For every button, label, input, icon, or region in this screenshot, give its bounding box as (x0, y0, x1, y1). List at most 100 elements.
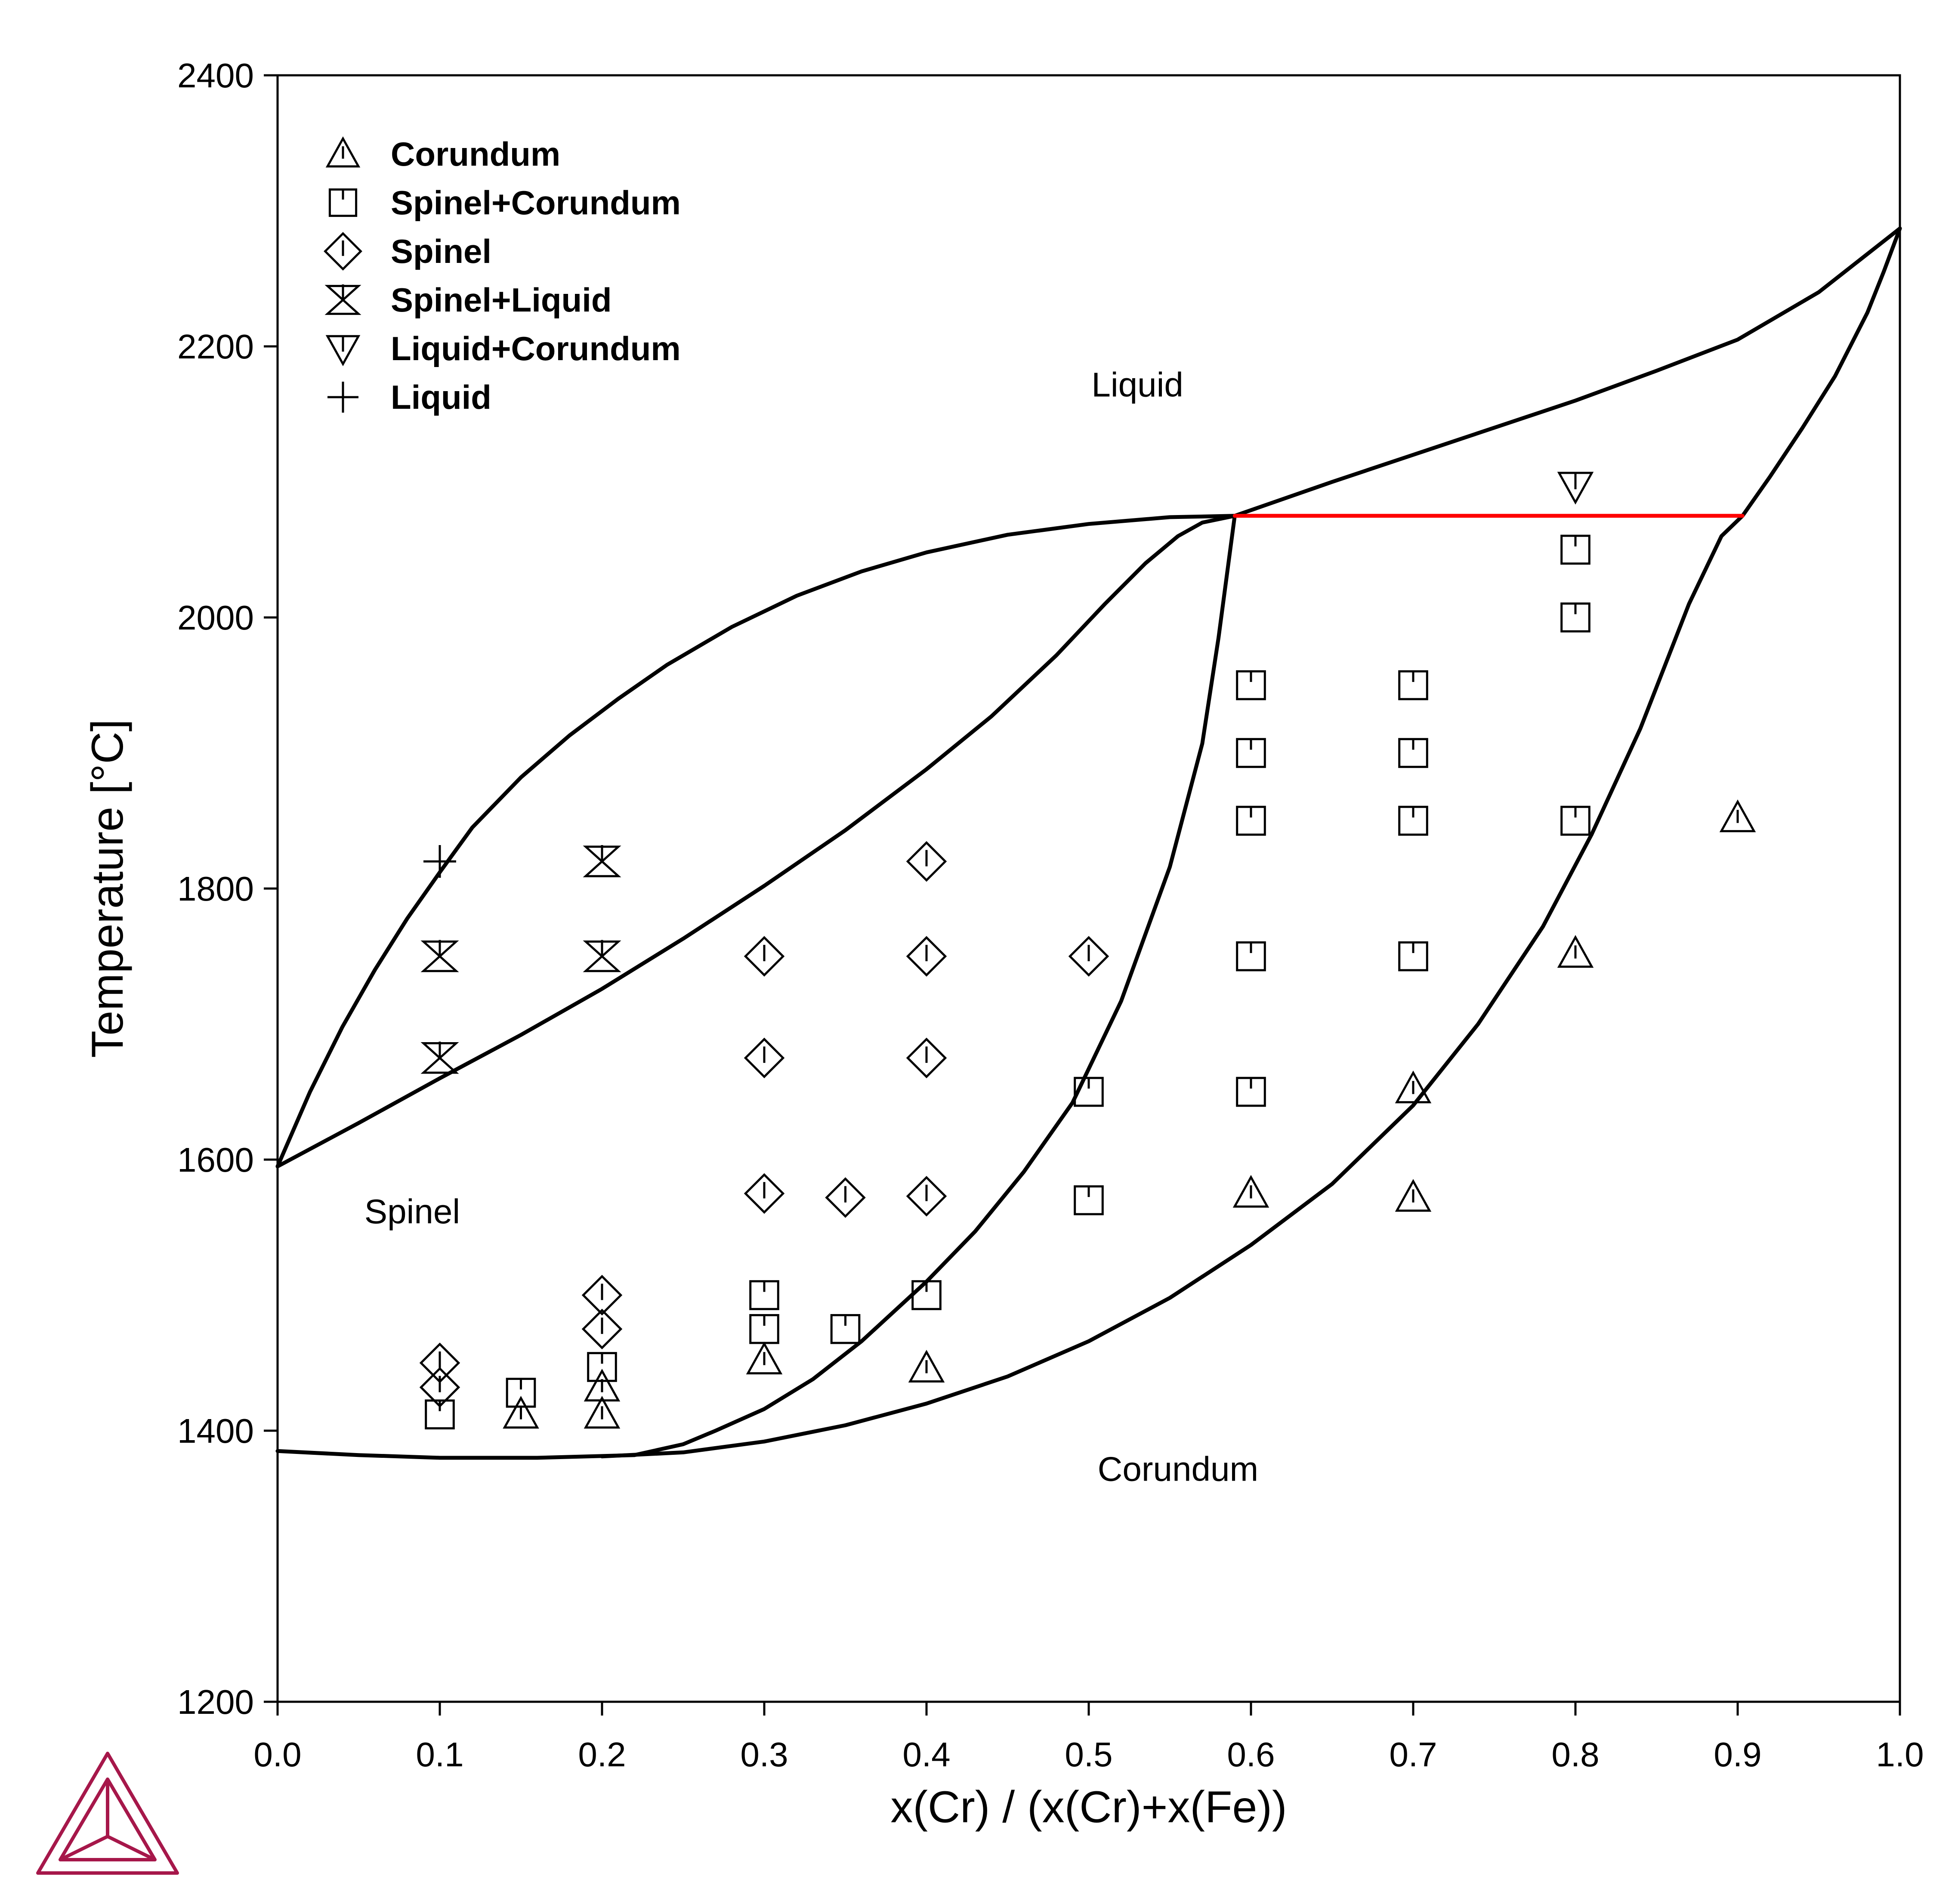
region-label: Spinel (364, 1192, 460, 1231)
marker-square (587, 1352, 617, 1382)
legend-item: Corundum (325, 135, 560, 173)
legend-label: Spinel+Corundum (391, 184, 681, 222)
curve-corundum-boundary (600, 514, 1745, 1459)
marker-square (506, 1378, 536, 1408)
legend-marker-triangle-down (325, 335, 361, 367)
x-tick-label: 0.0 (253, 1735, 301, 1774)
curve-solidus-spinel (275, 514, 1237, 1169)
marker-square (1074, 1077, 1104, 1107)
region-label: Corundum (1098, 1450, 1259, 1488)
logo-core-line (107, 1835, 156, 1861)
legend-item: Spinel (324, 232, 491, 271)
y-tick-label: 2000 (177, 599, 254, 637)
legend-marker-diamond (324, 232, 362, 271)
x-tick-label: 0.8 (1551, 1735, 1599, 1774)
marker-diamond (906, 1037, 947, 1078)
legend-label: Liquid+Corundum (391, 330, 681, 367)
marker-hourglass (583, 845, 621, 877)
region-labels: Liquid Spinel Corundum (364, 366, 1258, 1488)
legend-label: Liquid (391, 378, 491, 416)
legend-item: Spinel+Corundum (328, 184, 681, 222)
x-tick-label: 0.2 (578, 1735, 626, 1774)
marker-diamond (906, 841, 947, 882)
y-axis-label: Temperature [°C] (83, 719, 133, 1058)
legend-label: Spinel+Liquid (391, 281, 612, 319)
marker-square (1398, 805, 1428, 836)
marker-diamond (744, 1037, 785, 1078)
marker-square (1236, 805, 1266, 836)
marker-triangle-up (503, 1396, 539, 1429)
legend-item: Liquid+Corundum (325, 330, 681, 367)
legend-label: Corundum (391, 135, 560, 173)
legend-label: Spinel (391, 232, 491, 270)
x-tick-label: 0.7 (1389, 1735, 1437, 1774)
x-tick-label: 0.9 (1714, 1735, 1761, 1774)
curve-spinel-boundary (275, 514, 1237, 1460)
legend-marker-plus (327, 382, 358, 413)
legend-marker-hourglass (324, 284, 361, 315)
marker-square (749, 1314, 779, 1344)
marker-square (1560, 534, 1590, 565)
marker-plus (423, 845, 456, 878)
logo-outer-triangle (36, 1752, 179, 1875)
marker-diamond (906, 1176, 947, 1217)
marker-square (1560, 805, 1590, 836)
marker-triangle-down (1557, 472, 1594, 505)
y-tick-label: 2200 (177, 327, 254, 366)
region-label: Liquid (1091, 366, 1183, 404)
marker-triangle-up (1395, 1071, 1432, 1104)
logo-inner-triangle (59, 1777, 157, 1861)
marker-square (1236, 1077, 1266, 1107)
marker-square (1236, 670, 1266, 700)
y-tick-label: 1600 (177, 1141, 254, 1179)
marker-triangle-up (1719, 799, 1756, 833)
marker-diamond (825, 1177, 866, 1218)
marker-diamond (744, 936, 785, 977)
marker-square (1074, 1185, 1104, 1216)
marker-square (749, 1280, 779, 1310)
x-tick-label: 0.6 (1227, 1735, 1275, 1774)
marker-diamond (581, 1308, 623, 1349)
marker-hourglass (420, 940, 459, 972)
marker-diamond (419, 1367, 460, 1408)
phase-boundaries (275, 226, 1902, 1460)
x-axis-label: x(Cr) / (x(Cr)+x(Fe)) (890, 1782, 1287, 1832)
thermo-calc-logo (36, 1752, 179, 1875)
legend-marker-square (328, 188, 358, 217)
marker-diamond (581, 1274, 623, 1316)
marker-square (1236, 941, 1266, 972)
y-tick-label: 1400 (177, 1412, 254, 1450)
x-tick-label: 0.1 (416, 1735, 463, 1774)
curve-liquidus-spinel (275, 514, 1237, 1169)
legend-item: Spinel+Liquid (324, 281, 612, 319)
marker-triangle-up (746, 1342, 783, 1375)
marker-triangle-up (584, 1396, 621, 1429)
marker-hourglass (420, 1041, 459, 1074)
legend: Corundum Spinel+Corundum Spinel Spinel+Liqu… (324, 135, 681, 416)
legend-item: Liquid (327, 378, 491, 416)
marker-hourglass (583, 940, 621, 972)
x-tick-label: 0.5 (1065, 1735, 1112, 1774)
legend-marker-triangle-up (325, 136, 361, 168)
y-tick-label: 1200 (177, 1683, 254, 1721)
marker-square (830, 1314, 861, 1344)
data-markers (419, 472, 1756, 1429)
y-tick-label: 1800 (177, 870, 254, 908)
marker-triangle-up (1557, 935, 1594, 968)
marker-diamond (744, 1173, 785, 1214)
marker-diamond (906, 936, 947, 977)
marker-square (911, 1280, 942, 1310)
marker-triangle-up (1232, 1175, 1269, 1208)
marker-diamond (1068, 936, 1109, 977)
y-tick-label: 2400 (177, 56, 254, 95)
marker-triangle-up (1395, 1179, 1432, 1212)
curve-solidus-corundum (1740, 226, 1902, 518)
curve-liquidus-corundum (1232, 226, 1902, 518)
marker-square (1398, 670, 1428, 700)
axis-ticks: 0.0 0.1 0.2 0.3 0.4 0.5 0.6 0.7 0.8 0.9 1.0 1200 140… (177, 56, 1924, 1774)
x-tick-label: 1.0 (1876, 1735, 1924, 1774)
marker-square (1236, 738, 1266, 768)
x-tick-label: 0.3 (740, 1735, 788, 1774)
marker-square (1398, 738, 1428, 768)
